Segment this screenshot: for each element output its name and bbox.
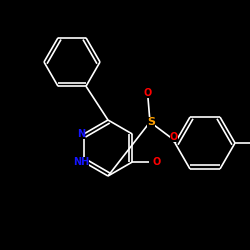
Text: S: S (147, 117, 155, 127)
Text: O: O (152, 157, 160, 167)
Text: N: N (77, 129, 85, 139)
Text: O: O (144, 88, 152, 98)
Text: NH: NH (73, 157, 89, 167)
Text: O: O (170, 132, 178, 142)
